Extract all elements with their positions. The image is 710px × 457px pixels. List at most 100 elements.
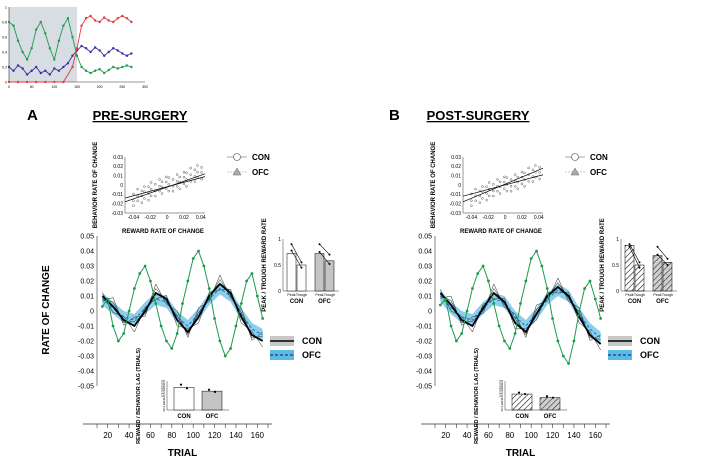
lag-bar-label: CON [177,414,190,420]
scatter-y-tick: -0.03 [450,211,462,217]
reward-point [481,264,485,268]
pt-bar-label: Peak [625,293,633,297]
scatter-y-tick: -0.01 [112,192,124,198]
data-point-green [7,20,11,24]
scatter-point [470,204,473,207]
pt-pair-line [657,254,668,266]
scatter-point [149,194,153,198]
data-point-blue [125,54,129,57]
y-tick-label: 0.05 [80,234,94,241]
reward-point [476,272,480,275]
legend-ofc-label: OFC [302,350,321,360]
data-point-red [53,80,56,84]
lag-point [207,388,211,391]
x-tick-label: 50 [30,85,34,89]
reward-point [149,279,152,283]
x-tick-label: 200 [97,85,103,89]
pt-y-tick: 1 [616,237,619,243]
data-point-green [48,47,51,50]
data-point-blue [62,65,65,69]
reward-point [191,257,195,260]
data-point-green [57,39,61,42]
scatter-point [496,178,499,181]
scatter-point [176,173,179,176]
scatter-y-tick: 0.01 [451,173,461,179]
scatter-point [140,189,144,193]
pt-y-title: PEAK / TROUGH REWARD RATE [262,218,268,312]
scatter-point [160,192,164,195]
scatter-point [474,187,477,191]
schedule-inset: 0 0.2 0.4 0.6 0.8 1 0 50 100 150 200 250 300 [2,6,148,90]
data-point-red [103,16,106,19]
y-tick-label: 1 [5,6,7,10]
pt-bar [624,244,635,292]
lag-y-tick: 18 [161,382,165,386]
lag-y-tick: 2 [501,406,503,410]
data-point-green [39,20,42,24]
pt-group-label: CON [290,299,303,305]
x-tick-label: 140 [229,431,243,440]
scatter-x-tick: 0.04 [196,215,206,221]
scatter-point [158,189,161,193]
scatter-point [200,166,203,169]
scatter-point [485,185,488,188]
reward-point [465,309,469,313]
x-tick-label: 140 [567,431,581,440]
pt-group-label: OFC [656,299,669,305]
data-point-blue [130,52,133,55]
data-point-green [112,65,115,69]
lag-y-tick: 16 [499,385,503,389]
reward-point [116,339,120,343]
data-point-blue [21,67,24,70]
x-tick-label: 0 [8,85,10,89]
lag-point [185,387,189,390]
y-tick-label: -0.02 [78,339,94,346]
lag-bar [173,387,195,411]
y-tick-label: 0.8 [2,21,7,25]
data-point-green [25,58,29,61]
scatter-point [481,185,484,188]
reward-point [529,257,533,260]
reward-point [583,287,587,290]
y-tick-label: -0.05 [78,384,94,391]
data-point-red [130,20,133,24]
reward-point [175,332,179,335]
scatter-point [185,171,188,175]
scatter-point [200,171,203,174]
scatter-point [182,170,186,174]
scatter-point [182,182,186,186]
reward-point [577,309,581,313]
x-tick-label: 60 [484,431,493,440]
scatter-y-tick: 0 [120,183,123,189]
scatter-point [154,183,157,186]
pt-bar-label: Trough [634,293,645,297]
lag-y-tick: 4 [501,403,503,407]
reward-point [186,279,190,283]
scatter-point [520,170,524,174]
scatter-y-tick: 0 [458,183,461,189]
x-tick-label: 40 [463,431,472,440]
scatter-point [171,190,175,193]
y-tick-label: 0 [5,81,7,85]
reward-point [133,287,136,290]
scatter-x-tick: -0.04 [128,215,140,221]
data-point-blue [48,73,51,76]
data-point-red [35,80,38,84]
scatter-point [538,166,541,169]
x-tick-label: 20 [441,431,450,440]
reward-point [561,354,565,358]
data-point-blue [16,64,20,67]
scatter-point [136,199,139,203]
y-tick-label: 0.01 [418,294,432,301]
scatter-point [516,187,519,190]
reward-point [454,339,458,343]
data-point-green [121,65,124,69]
data-point-red [116,17,120,20]
data-point-green [71,35,74,39]
scatter-y-tick: -0.02 [450,201,462,207]
scatter-point [200,177,203,181]
y-tick-label: 0.04 [80,249,94,256]
reward-point [492,302,496,305]
reward-point [170,347,174,350]
reward-point [545,287,549,290]
